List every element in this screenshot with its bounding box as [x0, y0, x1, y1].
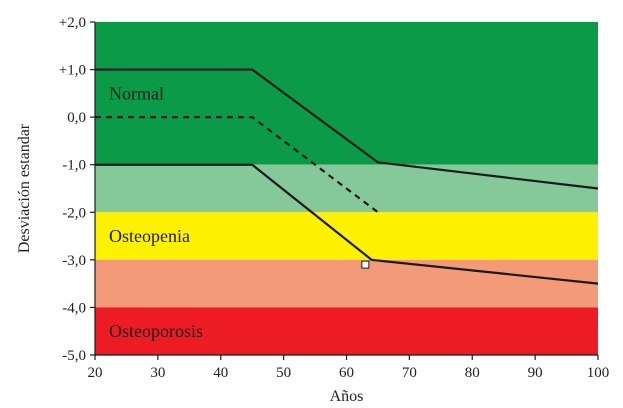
- y-tick-label: -2,0: [62, 205, 86, 221]
- series-line-0: [95, 68, 599, 190]
- series-lines: [95, 68, 599, 285]
- y-tick-label: +2,0: [59, 15, 86, 31]
- series-line-2: [95, 163, 599, 285]
- zone-label-0: Normal: [109, 83, 164, 103]
- y-tick-label: 0,0: [67, 110, 86, 126]
- zone-band-4: [95, 307, 598, 355]
- y-tick-label: -1,0: [62, 158, 86, 174]
- y-axis-title: Desviación estandar: [16, 123, 33, 253]
- x-tick-label: 70: [402, 365, 417, 381]
- data-point-marker: [361, 260, 370, 269]
- zone-band-2: [95, 212, 598, 260]
- x-tick-label: 30: [150, 365, 165, 381]
- x-tick-label: 40: [213, 365, 228, 381]
- zone-bands: [95, 22, 598, 355]
- x-tick-label: 90: [528, 365, 543, 381]
- series-line-1: [95, 116, 379, 214]
- zone-label-2: Osteopenia: [109, 226, 190, 246]
- zone-band-3: [95, 259, 598, 308]
- y-tick-label: -5,0: [62, 348, 86, 364]
- x-tick-label: 80: [465, 365, 480, 381]
- y-tick-label: +1,0: [59, 63, 86, 79]
- x-tick-label: 20: [88, 365, 103, 381]
- zone-labels: Normal Osteopenia Osteoporosis: [109, 83, 203, 341]
- x-tick-label: 100: [587, 365, 610, 381]
- y-tick-label: -3,0: [62, 253, 86, 269]
- zone-band-0: [95, 22, 598, 165]
- axes: +2,0 +1,0 0,0 -1,0 -2,0 -3,0 -4,0 -5,020 30 40 50 6…: [59, 15, 609, 381]
- x-tick-label: 50: [276, 365, 291, 381]
- zone-label-4: Osteoporosis: [109, 321, 203, 341]
- x-axis-title: Años: [330, 388, 364, 405]
- x-tick-label: 60: [339, 365, 354, 381]
- y-tick-label: -4,0: [62, 300, 86, 316]
